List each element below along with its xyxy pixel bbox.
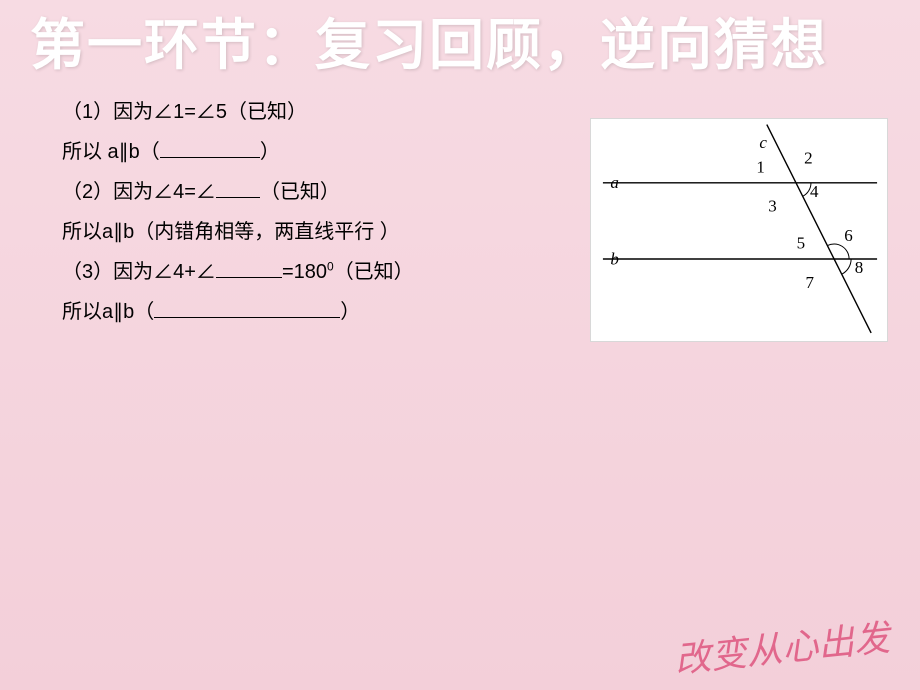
arc-angle-8 (842, 259, 851, 274)
signature-watermark: 改变从心出发 (672, 609, 892, 683)
diagram-svg: c a b 1 2 3 4 5 6 7 8 (591, 119, 889, 343)
label-c: c (759, 133, 767, 152)
label-1: 1 (756, 157, 765, 176)
label-a: a (610, 173, 619, 192)
blank-4 (154, 297, 340, 318)
label-7: 7 (806, 273, 815, 292)
label-5: 5 (797, 234, 806, 253)
blank-2 (216, 177, 260, 198)
title-text: 第一环节：复习回顾，逆向猜想 (30, 14, 828, 76)
slide-title: 第一环节：复习回顾，逆向猜想 (0, 0, 920, 78)
geometry-diagram: c a b 1 2 3 4 5 6 7 8 (590, 118, 888, 342)
label-4: 4 (810, 182, 819, 201)
label-3: 3 (768, 197, 777, 216)
blank-1 (160, 137, 260, 158)
label-8: 8 (855, 258, 864, 277)
blank-3 (216, 257, 282, 278)
line-c (767, 125, 871, 333)
label-6: 6 (844, 226, 853, 245)
label-b: b (610, 249, 619, 268)
label-2: 2 (804, 148, 813, 167)
